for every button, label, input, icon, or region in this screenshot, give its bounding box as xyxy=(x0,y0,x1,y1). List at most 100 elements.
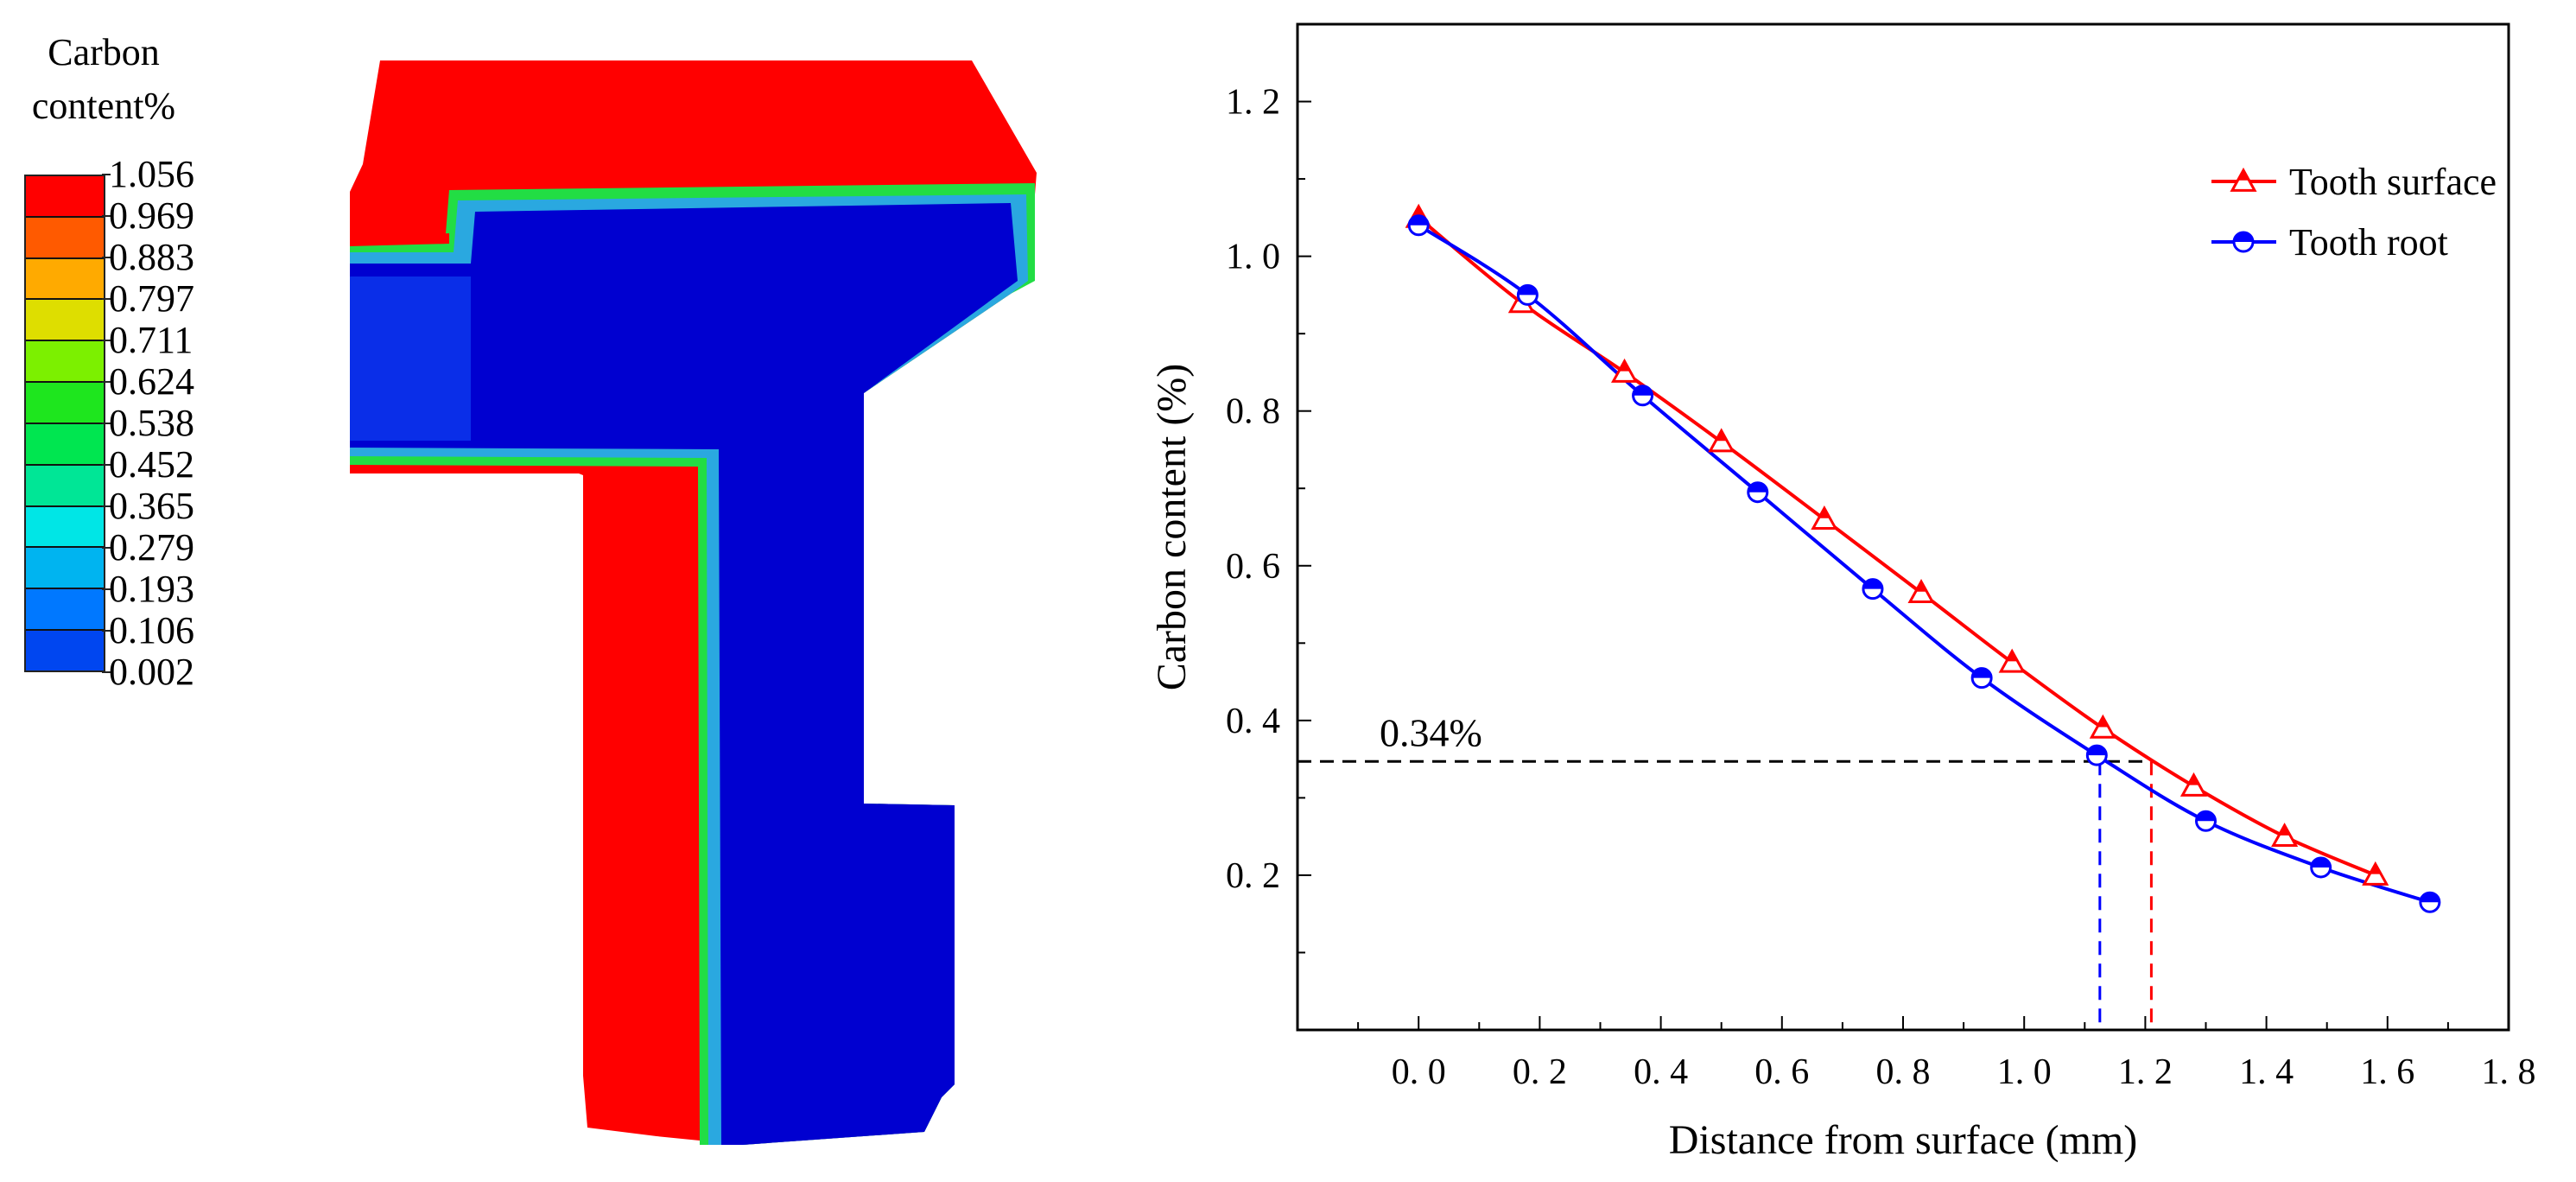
y-tick-label: 1. 0 xyxy=(1226,238,1280,277)
x-tick-label: 1. 0 xyxy=(1997,1052,2052,1092)
y-tick-label: 0. 4 xyxy=(1226,702,1280,741)
x-tick-label: 0. 0 xyxy=(1392,1052,1446,1092)
contour-upper-edge-red xyxy=(350,233,449,246)
x-tick-label: 1. 4 xyxy=(2239,1052,2294,1092)
tooth-surface-marker-fill xyxy=(2370,863,2382,874)
colorbar-tick-label: 0.279 xyxy=(109,526,194,569)
y-tick-label: 0. 2 xyxy=(1226,856,1280,896)
tooth-root-marker-fill xyxy=(1748,482,1767,492)
colorbar-tick-label: 0.452 xyxy=(109,443,194,486)
tooth-surface-marker-fill xyxy=(1412,206,1424,217)
colorbar-tick-mark xyxy=(102,257,111,258)
colorbar-tick-label: 0.106 xyxy=(109,609,194,651)
tooth-root-marker-fill xyxy=(1633,385,1653,396)
tooth-surface-marker-fill xyxy=(2097,716,2109,728)
colorbar-title-line1: Carbon xyxy=(48,31,160,73)
x-axis-label: Distance from surface (mm) xyxy=(1669,1117,2137,1163)
tooth-root-marker-fill xyxy=(2311,857,2331,867)
colorbar-title-line2: content% xyxy=(31,85,176,127)
colorbar-tick-label: 0.538 xyxy=(109,402,194,444)
colorbar-swatch xyxy=(26,548,104,590)
y-tick-labels: 0. 2 0. 4 0. 6 0. 8 1. 0 1. 2 xyxy=(1226,83,1280,896)
x-tick-label: 0. 4 xyxy=(1634,1052,1688,1092)
tooth-surface-marker-fill xyxy=(2006,651,2018,662)
tooth-surface-marker-fill xyxy=(1619,360,1631,372)
colorbar-swatch xyxy=(26,423,104,466)
tooth-root-marker-fill xyxy=(1518,285,1538,296)
tooth-root-line xyxy=(1418,224,2431,905)
colorbar-tick-mark xyxy=(102,547,111,549)
colorbar-swatch xyxy=(26,589,104,632)
x-tick-label: 1. 8 xyxy=(2482,1052,2536,1092)
contour-core-light-strip xyxy=(350,276,471,441)
colorbar-tick-mark xyxy=(102,464,111,466)
colorbar-tick-label: 0.624 xyxy=(109,360,194,403)
x-tick-label: 0. 6 xyxy=(1754,1052,1809,1092)
series-lines xyxy=(1417,216,2431,905)
colorbar-tick-label: 0.797 xyxy=(109,277,194,320)
threshold-annotation xyxy=(1298,759,2153,1030)
y-tick-label: 1. 2 xyxy=(1226,83,1280,123)
colorbar-swatch xyxy=(26,258,104,301)
colorbar-tick-label: 0.883 xyxy=(109,236,194,278)
colorbar-tick-mark xyxy=(102,298,111,300)
x-tick-label: 1. 2 xyxy=(2118,1052,2173,1092)
contour-core-low-carbon-region xyxy=(350,203,1018,1145)
tooth-surface-marker-fill xyxy=(1716,430,1728,442)
axis-ticks xyxy=(1298,100,2449,1030)
chart-legend: Tooth surface Tooth root xyxy=(2211,161,2497,264)
x-tick-label: 1. 6 xyxy=(2360,1052,2414,1092)
colorbar-tick-mark xyxy=(102,423,111,424)
tooth-surface-marker-fill xyxy=(1818,508,1830,518)
colorbar-title: Carbon content% xyxy=(9,26,199,133)
colorbar-tick-label: 0.002 xyxy=(109,651,194,693)
tooth-surface-marker-fill xyxy=(2237,170,2249,181)
legend-label: Tooth root xyxy=(2289,221,2448,264)
carbon-content-chart: 0. 0 0. 2 0. 4 0. 6 0. 8 1. 0 1. 2 1. 4 1. 6 1. 8… xyxy=(1149,22,2536,1163)
colorbar-tick-label: 0.969 xyxy=(109,194,194,237)
colorbar-tick-label: 0.193 xyxy=(109,568,194,610)
x-tick-label: 0. 2 xyxy=(1513,1052,1567,1092)
y-axis-label: Carbon content (%) xyxy=(1149,364,1195,691)
tooth-root-marker-fill xyxy=(1409,215,1429,226)
tooth-root-marker-fill xyxy=(2087,746,2107,756)
colorbar-tick-label: 0.711 xyxy=(109,319,194,361)
colorbar-swatch xyxy=(26,506,104,549)
x-tick-label: 0. 8 xyxy=(1876,1052,1931,1092)
x-tick-labels: 0. 0 0. 2 0. 4 0. 6 0. 8 1. 0 1. 2 1. 4 1. 6 1. 8 xyxy=(1392,1052,2536,1092)
colorbar-swatch xyxy=(26,300,104,342)
carbon-contour-plot xyxy=(350,60,1037,1145)
colorbar-tick-mark xyxy=(102,340,111,341)
tooth-surface-marker-fill xyxy=(2187,774,2199,785)
colorbar-tick-mark xyxy=(102,174,111,175)
tooth-root-marker-fill xyxy=(1862,579,1882,589)
tooth-root-marker-fill xyxy=(2420,893,2440,903)
colorbar-tick-mark xyxy=(102,505,111,507)
colorbar-swatch xyxy=(26,176,104,218)
colorbar-tick-mark xyxy=(102,588,111,590)
colorbar-swatch xyxy=(26,383,104,424)
colorbar-swatch xyxy=(26,341,104,384)
y-tick-label: 0. 8 xyxy=(1226,392,1280,432)
colorbar-tick-label: 0.365 xyxy=(109,485,194,527)
colorbar-tick-mark xyxy=(102,215,111,217)
y-tick-label: 0. 6 xyxy=(1226,547,1280,587)
colorbar-swatch xyxy=(26,631,104,670)
tooth-root-marker-fill xyxy=(2196,811,2216,822)
colorbar-tick-label: 1.056 xyxy=(109,153,194,195)
tooth-surface-marker xyxy=(2271,823,2299,848)
colorbar-tick-mark xyxy=(102,381,111,383)
threshold-label: 0.34% xyxy=(1380,710,1482,754)
tooth-surface-line xyxy=(1417,216,2376,877)
tooth-surface-marker-fill xyxy=(1915,581,1927,592)
tooth-root-marker-fill xyxy=(1972,668,1992,678)
colorbar-tick-mark xyxy=(102,630,111,632)
colorbar-tick-mark xyxy=(102,671,111,673)
tooth-surface-marker-fill xyxy=(2279,825,2291,836)
tooth-root-marker-fill xyxy=(2234,232,2253,242)
colorbar-swatch xyxy=(26,465,104,507)
legend-label: Tooth surface xyxy=(2289,161,2497,203)
colorbar xyxy=(24,175,105,672)
colorbar-swatch xyxy=(26,217,104,259)
series-markers xyxy=(1405,203,2441,913)
